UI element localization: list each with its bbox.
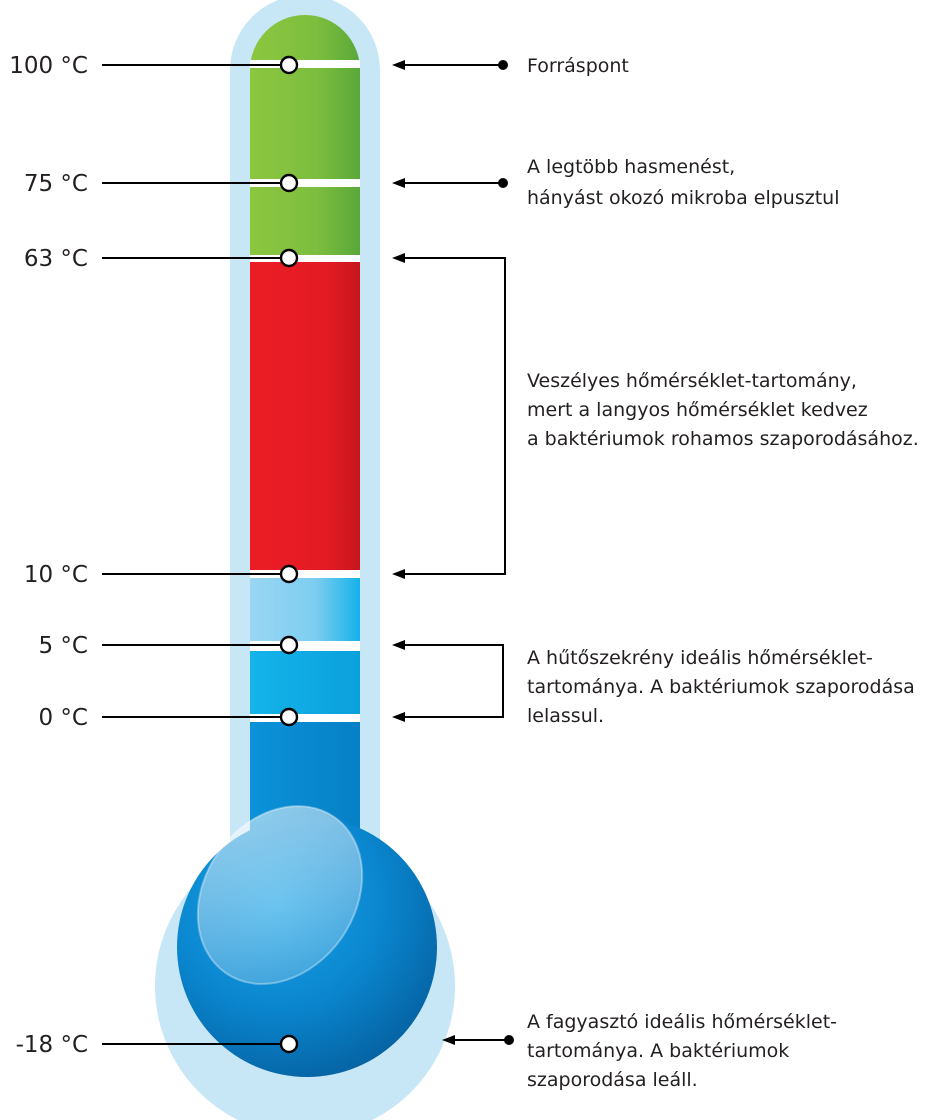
temp-label-63: 63 °C <box>24 246 88 272</box>
marker-5 <box>279 635 299 655</box>
temp-label-minus18: -18 °C <box>16 1032 88 1058</box>
arrowhead-fridge-bottom <box>392 712 405 722</box>
marker-100 <box>279 55 299 75</box>
temperature-ticks <box>102 55 299 1054</box>
annotations: Forráspont A legtöbb hasmenést, hányást … <box>527 55 921 1091</box>
annotation-fridge: A hűtőszekrény ideális hőmérséklet- tart… <box>527 647 921 727</box>
bracket-danger <box>405 257 506 575</box>
marker-63 <box>279 248 299 268</box>
thermometer-bulb <box>177 805 437 1077</box>
red-zone <box>250 262 360 570</box>
marker-75 <box>279 173 299 193</box>
cyan-zone <box>250 651 360 714</box>
temp-label-100: 100 °C <box>9 53 88 79</box>
thermometer-column <box>250 15 360 872</box>
temp-label-0: 0 °C <box>38 705 88 731</box>
bulb-highlight <box>196 805 364 985</box>
arrowhead-boiling <box>392 60 405 70</box>
scale-separators <box>250 60 360 722</box>
arrowhead-microbes <box>392 178 405 188</box>
marker-10 <box>279 564 299 584</box>
arrowhead-freezer <box>442 1035 455 1045</box>
light-blue-zone <box>250 578 360 641</box>
arrowhead-danger-top <box>392 253 405 263</box>
temp-label-75: 75 °C <box>24 171 88 197</box>
temp-label-10: 10 °C <box>24 562 88 588</box>
annotation-freezer: A fagyasztó ideális hőmérséklet- tartomá… <box>527 1011 843 1091</box>
arrowhead-danger-bottom <box>392 569 405 579</box>
dot-boiling <box>498 60 508 70</box>
arrowhead-fridge-top <box>392 640 405 650</box>
dot-freezer <box>504 1035 514 1045</box>
marker-minus18 <box>279 1034 299 1054</box>
annotation-danger: Veszélyes hőmérséklet-tartomány, mert a … <box>527 370 919 450</box>
bracket-fridge <box>405 644 504 718</box>
dot-microbes <box>498 178 508 188</box>
annotation-microbes: A legtöbb hasmenést, hányást okozó mikro… <box>527 156 839 209</box>
temperature-labels: 100 °C 75 °C 63 °C 10 °C 5 °C 0 °C -18 °… <box>9 53 88 1058</box>
green-zone <box>250 15 360 256</box>
annotation-pointers <box>392 60 514 1045</box>
annotation-boiling: Forráspont <box>527 55 629 77</box>
marker-0 <box>279 707 299 727</box>
temp-label-5: 5 °C <box>38 633 88 659</box>
